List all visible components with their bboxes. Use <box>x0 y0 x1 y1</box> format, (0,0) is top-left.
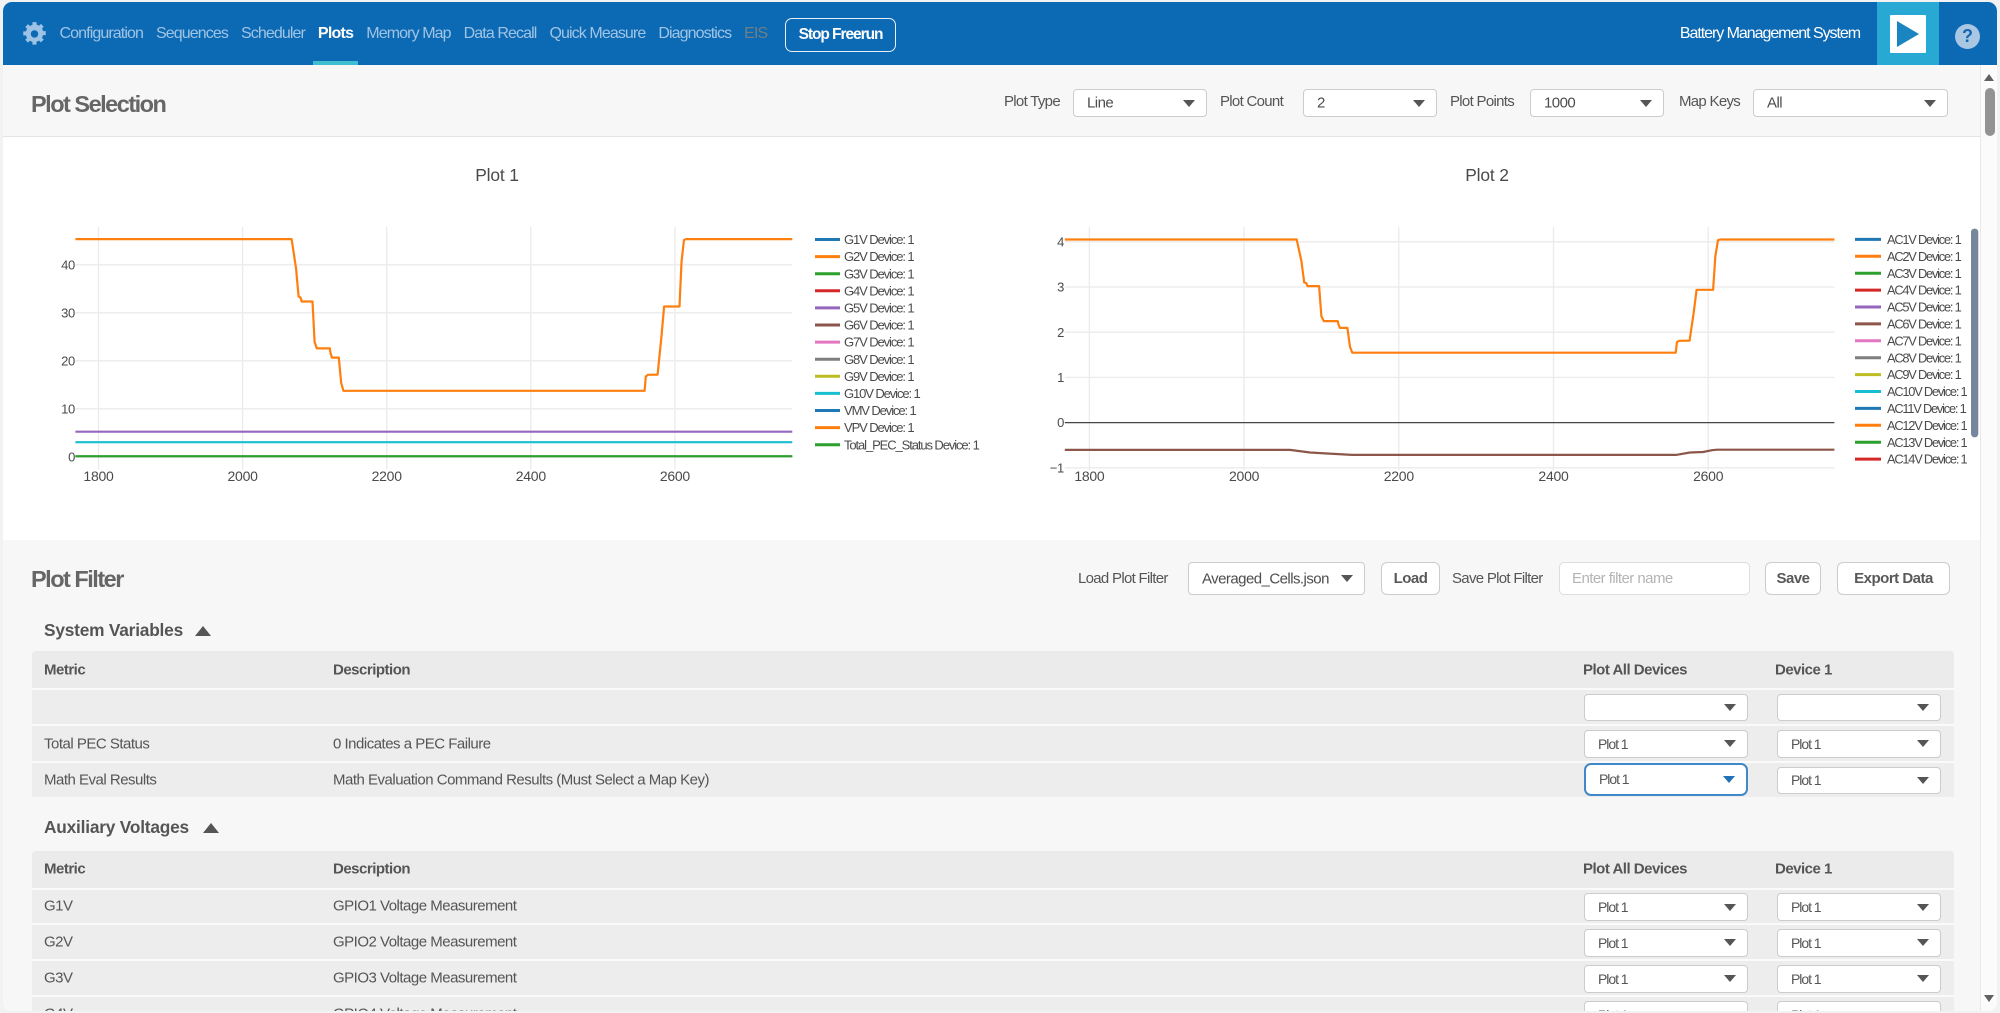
svg-text:0: 0 <box>1057 415 1064 430</box>
svg-text:G4V Device: 1: G4V Device: 1 <box>844 283 914 298</box>
svg-text:VMV Device: 1: VMV Device: 1 <box>844 403 917 418</box>
svg-text:AC9V Device: 1: AC9V Device: 1 <box>1887 367 1962 382</box>
svg-text:0: 0 <box>68 449 75 464</box>
svg-text:2400: 2400 <box>1538 468 1569 484</box>
svg-text:10: 10 <box>61 401 75 416</box>
svg-text:AC13V Device: 1: AC13V Device: 1 <box>1887 435 1968 450</box>
svg-text:2000: 2000 <box>228 468 259 484</box>
svg-text:2000: 2000 <box>1229 468 1260 484</box>
svg-text:G5V Device: 1: G5V Device: 1 <box>844 301 914 316</box>
svg-text:2400: 2400 <box>516 468 547 484</box>
svg-text:2600: 2600 <box>660 468 691 484</box>
svg-text:G10V Device: 1: G10V Device: 1 <box>844 386 921 401</box>
svg-text:AC11V Device: 1: AC11V Device: 1 <box>1887 401 1967 416</box>
svg-text:30: 30 <box>61 305 75 320</box>
svg-text:G3V Device: 1: G3V Device: 1 <box>844 266 914 281</box>
svg-text:40: 40 <box>61 257 75 272</box>
svg-text:4: 4 <box>1057 234 1064 249</box>
svg-text:AC7V Device: 1: AC7V Device: 1 <box>1887 333 1962 348</box>
svg-text:AC1V Device: 1: AC1V Device: 1 <box>1887 232 1962 247</box>
svg-text:2200: 2200 <box>1384 468 1415 484</box>
svg-text:G6V Device: 1: G6V Device: 1 <box>844 318 914 333</box>
svg-text:1800: 1800 <box>1074 468 1105 484</box>
svg-text:AC8V Device: 1: AC8V Device: 1 <box>1887 350 1962 365</box>
svg-text:20: 20 <box>61 353 75 368</box>
svg-text:1: 1 <box>1057 370 1064 385</box>
svg-text:2600: 2600 <box>1693 468 1724 484</box>
svg-text:G2V Device: 1: G2V Device: 1 <box>844 249 914 264</box>
svg-text:AC12V Device: 1: AC12V Device: 1 <box>1887 418 1968 433</box>
svg-text:Plot 1: Plot 1 <box>475 165 519 185</box>
svg-text:Plot 2: Plot 2 <box>1465 165 1509 185</box>
svg-text:1800: 1800 <box>83 468 114 484</box>
svg-text:3: 3 <box>1057 280 1064 295</box>
svg-text:G1V Device: 1: G1V Device: 1 <box>844 232 914 247</box>
svg-text:VPV Device: 1: VPV Device: 1 <box>844 420 914 435</box>
svg-text:AC5V Device: 1: AC5V Device: 1 <box>1887 300 1962 315</box>
svg-text:AC6V Device: 1: AC6V Device: 1 <box>1887 317 1962 332</box>
svg-text:AC3V Device: 1: AC3V Device: 1 <box>1887 266 1962 281</box>
svg-text:Total_PEC_Status Device: 1: Total_PEC_Status Device: 1 <box>844 437 980 452</box>
svg-text:AC10V Device: 1: AC10V Device: 1 <box>1887 384 1968 399</box>
svg-text:2: 2 <box>1057 325 1064 340</box>
svg-text:G9V Device: 1: G9V Device: 1 <box>844 369 914 384</box>
svg-text:G7V Device: 1: G7V Device: 1 <box>844 335 914 350</box>
svg-text:G8V Device: 1: G8V Device: 1 <box>844 352 914 367</box>
svg-text:AC4V Device: 1: AC4V Device: 1 <box>1887 283 1962 298</box>
svg-text:−1: −1 <box>1050 460 1064 475</box>
svg-text:AC14V Device: 1: AC14V Device: 1 <box>1887 452 1968 467</box>
svg-text:AC2V Device: 1: AC2V Device: 1 <box>1887 249 1962 264</box>
svg-text:2200: 2200 <box>372 468 403 484</box>
